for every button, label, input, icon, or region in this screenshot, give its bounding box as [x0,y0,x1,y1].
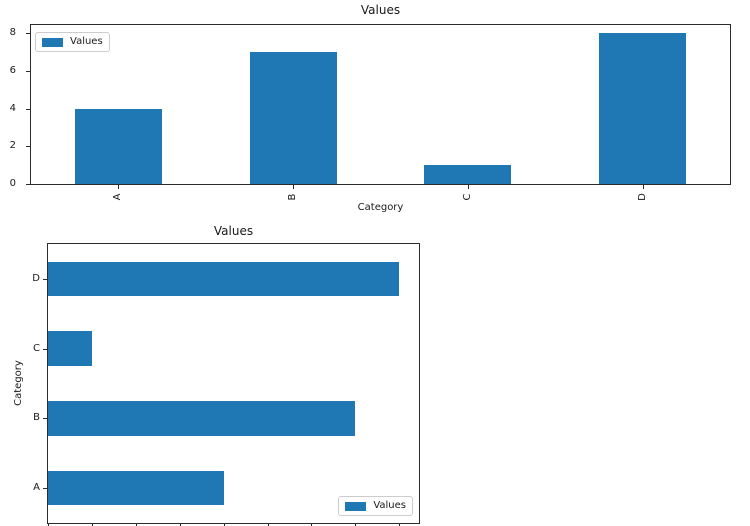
chart2-legend: Values [338,496,413,516]
y-tick-mark [26,33,31,35]
chart1-legend-label: Values [70,36,103,47]
chart1-title: Values [360,3,401,17]
chart1-plot-area: Values A B C D 0 2 4 6 8 [10,24,731,201]
bar-D [599,33,687,184]
y-tick-mark [43,488,48,490]
x-tick-mark [118,185,120,189]
x-tick-label: D [636,193,648,201]
y-tick-mark [26,71,31,73]
y-tick-label: 6 [9,65,16,77]
x-tick-mark [223,524,225,526]
y-tick-mark [26,146,31,148]
y-tick-label: 0 [9,178,16,189]
y-tick-label: 2 [9,140,16,152]
chart1-xaxis-label: Category [357,202,404,213]
chart2-title: Values [213,224,254,238]
x-tick-mark [642,185,644,189]
bar-D [48,261,400,297]
x-tick-mark [267,524,269,526]
y-tick-label: A [33,482,40,494]
y-tick-label: 8 [9,27,16,39]
x-tick-mark [179,524,181,526]
y-tick-mark [26,184,31,185]
chart2-legend-label: Values [373,500,406,511]
bar-A [48,470,224,506]
x-tick-mark [467,185,469,189]
y-tick-label: D [32,272,40,284]
y-tick-label: B [33,412,40,424]
x-tick-label: A [112,193,124,201]
y-tick-mark [43,278,48,280]
bar-C [48,331,92,366]
y-tick-label: 4 [9,102,16,114]
chart1-legend-swatch [42,37,63,47]
x-tick-mark [91,524,93,526]
x-tick-mark [293,185,295,189]
y-tick-mark [43,418,48,420]
y-tick-mark [43,348,48,350]
y-tick-mark [26,108,31,110]
x-tick-label: B [287,193,299,201]
bar-B [249,52,337,184]
bar-A [74,108,162,184]
bar-B [48,401,356,436]
x-tick-label: C [461,193,473,201]
chart1-legend: Values [35,32,110,52]
x-tick-mark [48,524,49,526]
x-tick-mark [135,524,137,526]
x-tick-mark [355,524,357,526]
y-tick-label: C [33,342,40,354]
x-tick-mark [311,524,313,526]
bar-C [424,165,512,184]
chart2-plot-area: Values A B C D [32,243,420,526]
chart2-yaxis-label: Category [13,360,24,406]
x-tick-mark [399,524,401,526]
chart2-legend-swatch [345,501,367,511]
